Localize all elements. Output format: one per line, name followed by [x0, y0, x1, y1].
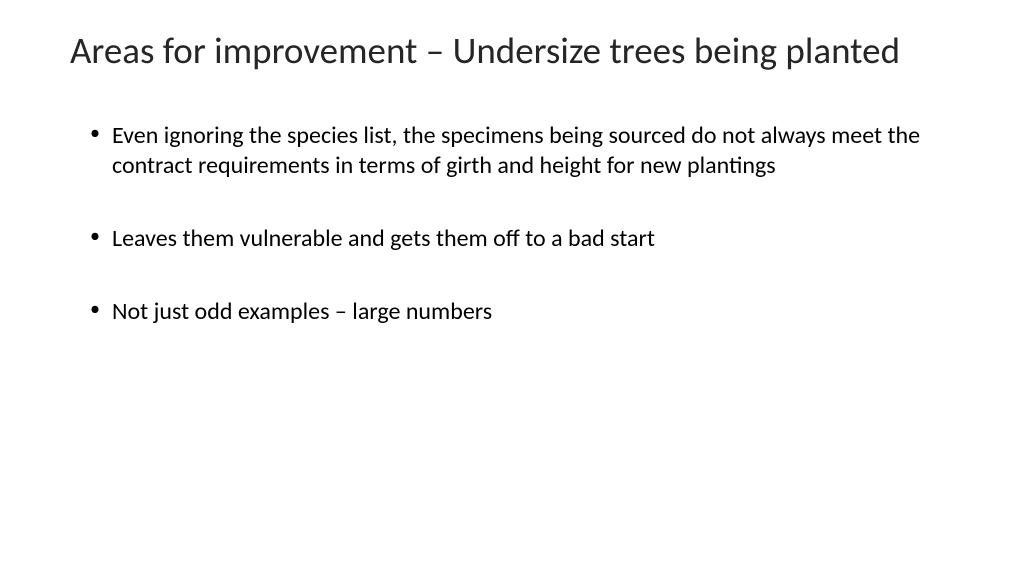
slide-title: Areas for improvement – Undersize trees …	[70, 30, 954, 73]
bullet-item: Not just odd examples – large numbers	[90, 297, 954, 328]
bullet-item: Even ignoring the species list, the spec…	[90, 121, 954, 182]
slide-container: Areas for improvement – Undersize trees …	[0, 0, 1024, 576]
slide-content: Even ignoring the species list, the spec…	[70, 121, 954, 328]
bullet-list: Even ignoring the species list, the spec…	[90, 121, 954, 328]
bullet-item: Leaves them vulnerable and gets them off…	[90, 224, 954, 255]
